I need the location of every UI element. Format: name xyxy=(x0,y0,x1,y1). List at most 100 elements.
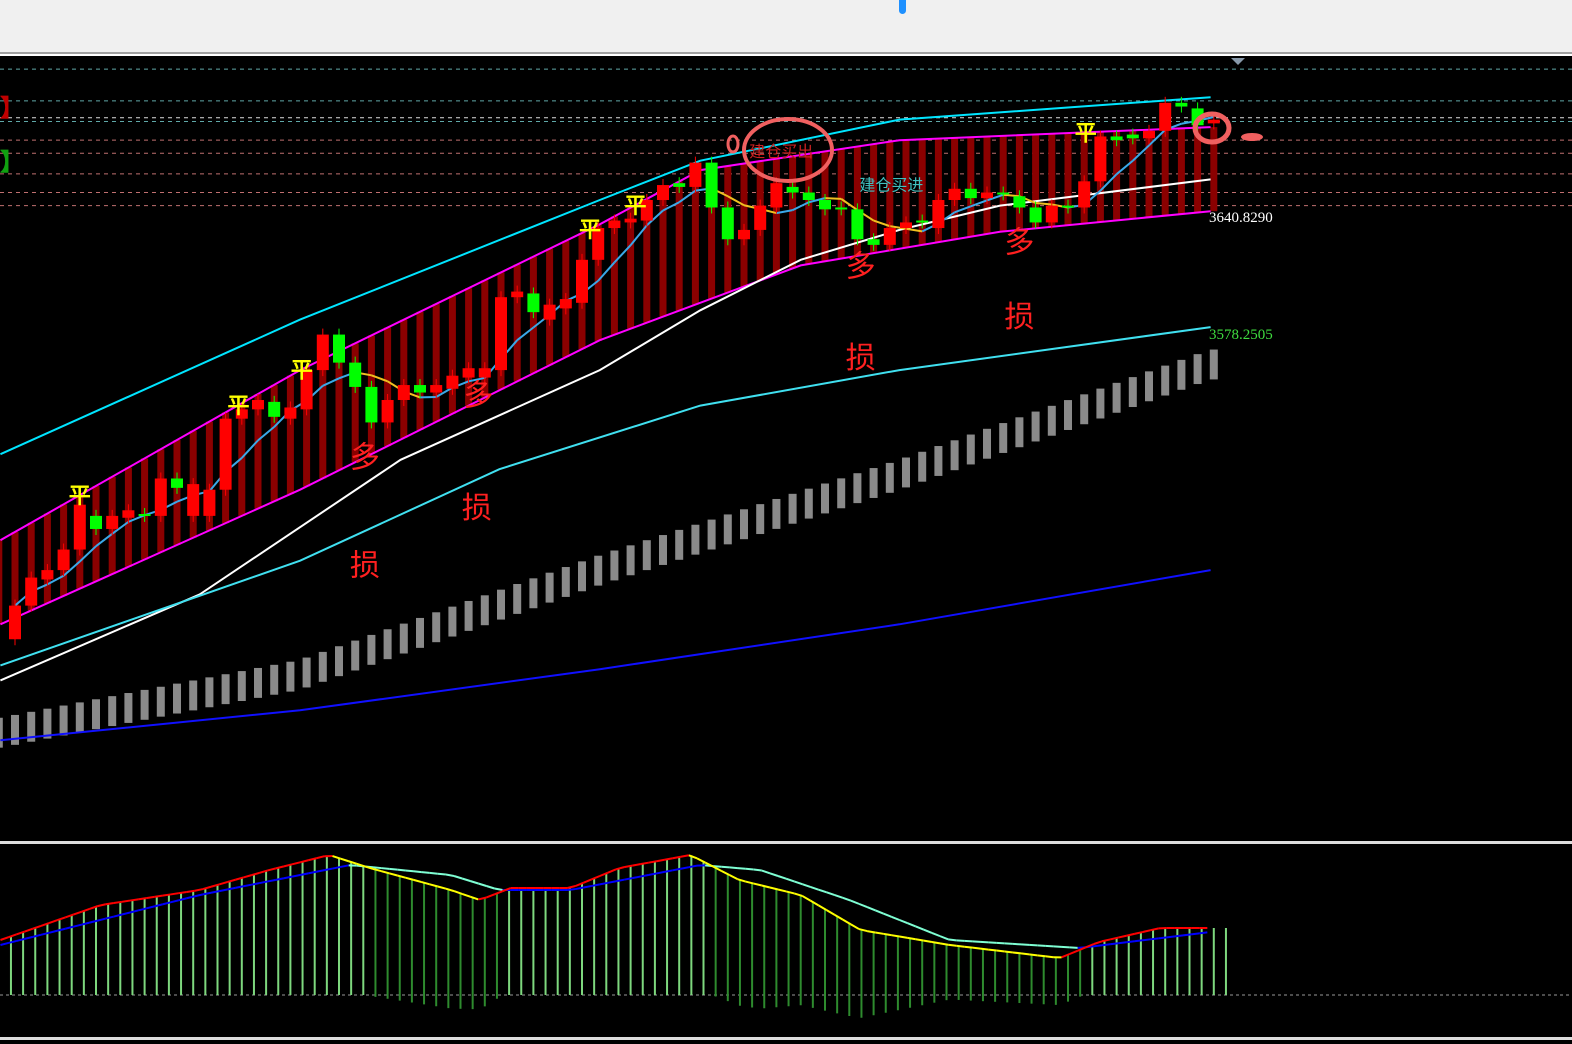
channel-bar xyxy=(43,513,51,604)
short-ma-segment xyxy=(776,209,793,215)
candle-body xyxy=(414,385,426,393)
macd-fast-segment xyxy=(154,894,163,898)
short-ma-segment xyxy=(597,261,616,282)
candle-body xyxy=(559,299,572,309)
channel-bar xyxy=(627,207,635,329)
gray-band-bar xyxy=(1080,394,1089,425)
short-ma-segment xyxy=(128,514,145,523)
macd-signal-segment xyxy=(340,864,349,868)
gray-band-bar xyxy=(351,640,360,671)
channel-bar xyxy=(853,146,861,256)
macd-fast-segment xyxy=(737,878,746,883)
macd-signal-segment xyxy=(494,887,503,891)
short-ma-segment xyxy=(1099,173,1118,192)
macd-signal-segment xyxy=(1158,936,1167,940)
macd-fast-segment xyxy=(186,889,195,893)
channel-bar xyxy=(1048,133,1056,227)
candle-body xyxy=(883,228,896,245)
gray-band-bar xyxy=(626,545,635,576)
macd-fast-segment xyxy=(664,857,673,861)
gray-band-bar xyxy=(1047,405,1056,436)
channel-bar xyxy=(1194,127,1202,213)
macd-fast-segment xyxy=(1134,931,1143,935)
macd-fast-segment xyxy=(753,882,763,887)
macd-fast-segment xyxy=(502,887,512,893)
macd-fast-segment xyxy=(1069,949,1079,955)
macd-fast-segment xyxy=(891,934,900,938)
candle-body xyxy=(1143,130,1155,139)
short-ma-segment xyxy=(1148,129,1166,147)
macd-signal-segment xyxy=(729,866,738,870)
macd-signal-segment xyxy=(1053,945,1062,948)
gray-band-bar xyxy=(966,434,975,465)
macd-signal-segment xyxy=(202,891,212,896)
macd-signal-segment xyxy=(818,888,827,894)
macd-signal-segment xyxy=(858,902,868,909)
macd-signal-segment xyxy=(162,901,171,906)
gray-band-bar xyxy=(367,634,376,665)
macd-signal-segment xyxy=(753,868,762,872)
gray-band-bar xyxy=(999,423,1008,453)
macd-signal-segment xyxy=(251,882,260,886)
macd-fast-segment xyxy=(842,918,852,926)
candle-body xyxy=(511,291,524,298)
channel-bar xyxy=(983,136,991,234)
macd-signal-segment xyxy=(664,869,673,873)
macd-signal-segment xyxy=(429,871,438,875)
macd-fast-segment xyxy=(235,876,244,881)
scroll-position-marker[interactable] xyxy=(899,0,906,14)
macd-fast-segment xyxy=(899,935,908,939)
candle-body xyxy=(657,185,669,200)
macd-signal-segment xyxy=(243,883,252,888)
candle-body xyxy=(25,577,38,606)
macd-signal-segment xyxy=(129,909,139,914)
macd-fast-segment xyxy=(988,948,997,952)
macd-signal-segment xyxy=(275,877,285,881)
channel-bar xyxy=(772,158,780,275)
channel-bar xyxy=(1129,130,1137,219)
macd-signal-segment xyxy=(882,912,892,918)
candle-body xyxy=(381,400,394,423)
macd-signal-segment xyxy=(891,915,900,921)
macd-fast-segment xyxy=(1045,955,1054,959)
candle-body xyxy=(1175,102,1188,107)
candle-body xyxy=(1013,196,1026,208)
macd-signal-segment xyxy=(332,865,341,870)
flat-marker: 平 xyxy=(228,394,250,419)
macd-signal-segment xyxy=(640,874,649,878)
channel-bar xyxy=(870,144,878,254)
gray-band-bar xyxy=(1015,417,1024,448)
macd-fast-segment xyxy=(704,861,714,868)
macd-fast-segment xyxy=(162,893,171,897)
candle-body xyxy=(316,334,329,371)
gray-band-bar xyxy=(302,657,311,688)
macd-fast-segment xyxy=(210,883,220,888)
candle-body xyxy=(365,386,378,423)
short-ma-segment xyxy=(1003,193,1020,198)
macd-fast-segment xyxy=(818,904,828,911)
candle-body xyxy=(268,401,281,417)
macd-fast-segment xyxy=(202,885,212,891)
macd-fast-segment xyxy=(486,893,495,899)
channel-bar xyxy=(1064,133,1072,226)
macd-signal-segment xyxy=(324,867,333,872)
channel-bar xyxy=(448,296,456,414)
macd-signal-segment xyxy=(907,922,917,928)
gray-band-bar xyxy=(788,493,797,524)
candle-body xyxy=(252,400,264,410)
macd-fast-segment xyxy=(1142,929,1151,934)
macd-fast-segment xyxy=(356,862,366,868)
macd-fast-segment xyxy=(316,855,325,860)
channel-bar xyxy=(594,225,602,341)
macd-fast-segment xyxy=(793,892,803,897)
candle-body xyxy=(1045,205,1058,223)
candle-body xyxy=(997,192,1010,195)
gray-band-bar xyxy=(804,488,813,519)
candle-body xyxy=(527,293,540,313)
gray-band-bar xyxy=(772,498,781,529)
macd-fast-segment xyxy=(113,900,123,905)
channel-bar xyxy=(416,311,424,430)
channel-bar xyxy=(351,343,359,463)
macd-fast-segment xyxy=(283,863,293,868)
